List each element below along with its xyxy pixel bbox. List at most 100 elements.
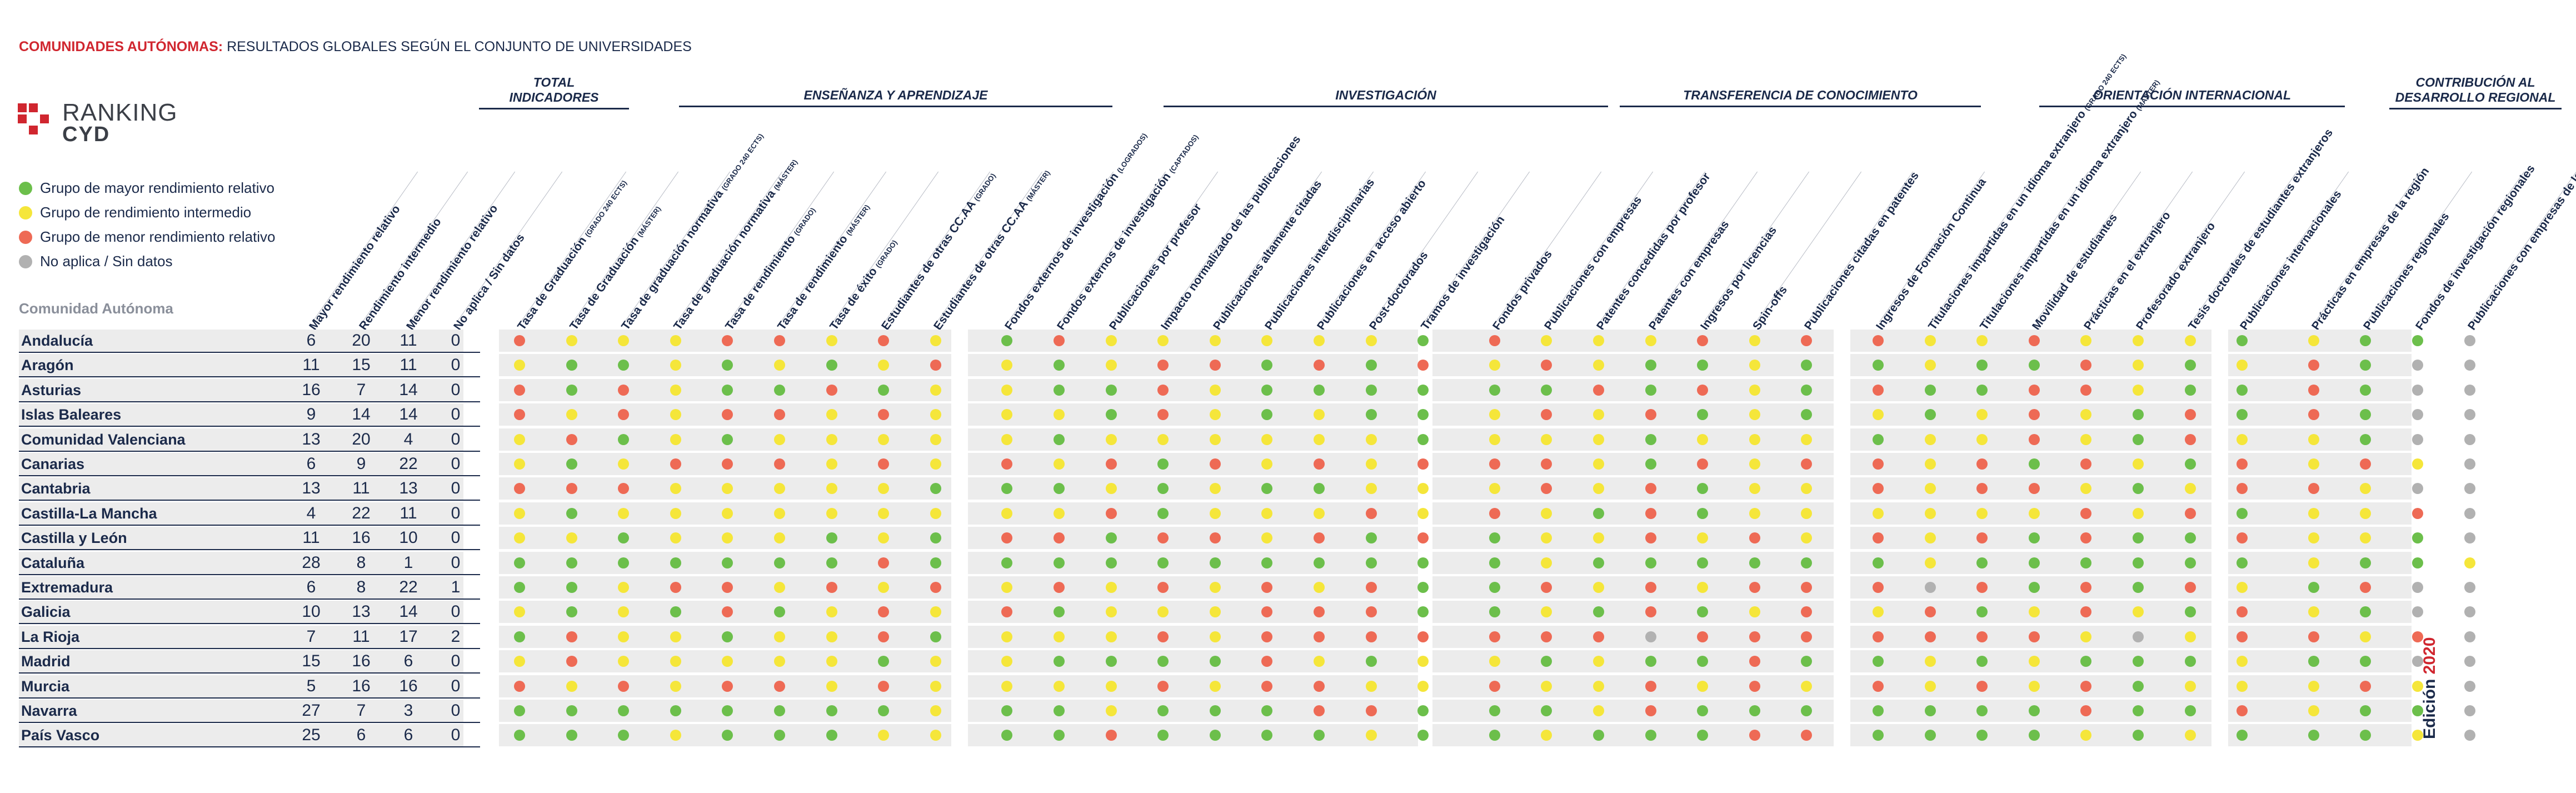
indicator-dot <box>1593 705 1604 716</box>
indicator-dot <box>1489 483 1500 495</box>
indicator-dot <box>1417 360 1429 371</box>
indicator-dot <box>2184 458 2196 470</box>
indicator-dot <box>774 705 785 716</box>
indicator-dot <box>2464 409 2475 421</box>
total-count: 6 <box>403 726 413 745</box>
indicator-dot <box>930 335 941 346</box>
row-background <box>19 625 463 648</box>
indicator-dot <box>2360 730 2372 741</box>
indicator-dot <box>618 631 630 642</box>
indicator-dot <box>930 360 941 371</box>
indicator-dot <box>1054 582 1065 593</box>
row-background <box>2228 625 2412 648</box>
indicator-dot <box>1749 656 1760 667</box>
indicator-dot <box>2464 606 2475 618</box>
indicator-dot <box>1749 433 1760 445</box>
total-count: 1 <box>451 578 461 596</box>
indicator-dot <box>514 483 525 495</box>
indicator-dot <box>1873 335 1884 346</box>
indicator-dot <box>1924 433 1936 445</box>
indicator-dot <box>2133 532 2144 544</box>
indicator-dot <box>1314 730 1325 741</box>
indicator-dot <box>2464 384 2475 396</box>
indicator-dot <box>1749 730 1760 741</box>
indicator-dot <box>2464 680 2475 692</box>
header-label: Publicaciones por profesor <box>1106 201 1204 333</box>
indicator-dot <box>2028 606 2040 618</box>
row-background <box>968 502 1418 525</box>
indicator-dot <box>1593 360 1604 371</box>
indicator-dot <box>1541 507 1552 519</box>
indicator-dot <box>774 532 785 544</box>
total-count: 0 <box>451 528 461 547</box>
indicator-dot <box>1489 730 1500 741</box>
indicator-dot <box>514 458 525 470</box>
row-background <box>2228 502 2412 525</box>
indicator-group-header: ENSEÑANZA Y APRENDIZAJE <box>679 88 1112 107</box>
region-name: Andalucía <box>21 332 93 349</box>
header-label: Tramos de investigación <box>1419 213 1507 333</box>
indicator-dot <box>2412 730 2423 741</box>
indicator-group-header: INVESTIGACIÓN <box>1164 88 1608 107</box>
indicator-dot <box>2080 335 2092 346</box>
indicator-dot <box>2184 433 2196 445</box>
indicator-dot <box>774 409 785 421</box>
indicator-dot <box>2360 360 2372 371</box>
indicator-dot <box>1976 384 1988 396</box>
region-name: Asturias <box>21 381 82 398</box>
indicator-dot <box>2412 433 2423 445</box>
indicator-dot <box>774 557 785 568</box>
row-background <box>19 453 463 475</box>
indicator-dot <box>1541 384 1552 396</box>
indicator-dot <box>1801 582 1813 593</box>
header-label-qualifier: (MÁSTER) <box>635 205 662 239</box>
indicator-dot <box>618 360 630 371</box>
indicator-dot <box>2412 458 2423 470</box>
indicator-dot <box>1749 582 1760 593</box>
indicator-dot <box>1365 532 1377 544</box>
indicator-dot <box>1801 384 1813 396</box>
indicator-dot <box>1054 507 1065 519</box>
indicator-dot <box>1001 483 1013 495</box>
indicator-dot <box>1417 680 1429 692</box>
indicator-dot <box>2464 730 2475 741</box>
row-divider <box>19 722 480 723</box>
indicator-dot <box>2308 631 2319 642</box>
total-count: 0 <box>451 726 461 745</box>
indicator-dot <box>2236 458 2248 470</box>
total-count: 11 <box>352 627 370 646</box>
indicator-dot <box>1105 483 1117 495</box>
indicator-dot <box>1645 557 1656 568</box>
indicator-dot <box>1645 433 1656 445</box>
indicator-dot <box>2236 656 2248 667</box>
indicator-dot <box>2412 384 2423 396</box>
indicator-dot <box>1873 483 1884 495</box>
row-background <box>19 601 463 624</box>
indicator-dot <box>1924 483 1936 495</box>
indicator-dot <box>1105 335 1117 346</box>
indicator-dot <box>878 409 890 421</box>
indicator-dot <box>878 532 890 544</box>
indicator-dot <box>1976 582 1988 593</box>
indicator-dot <box>1645 582 1656 593</box>
indicator-dot <box>618 557 630 568</box>
indicator-dot <box>1541 557 1552 568</box>
total-count: 11 <box>352 479 370 498</box>
indicator-dot <box>2080 606 2092 618</box>
total-count: 11 <box>302 528 320 547</box>
indicator-dot <box>722 606 733 618</box>
indicator-dot <box>774 582 785 593</box>
indicator-dot <box>2236 730 2248 741</box>
indicator-dot <box>618 409 630 421</box>
indicator-dot <box>1417 384 1429 396</box>
indicator-dot <box>2464 360 2475 371</box>
indicator-dot <box>1976 507 1988 519</box>
row-background <box>968 601 1418 624</box>
indicator-dot <box>2028 705 2040 716</box>
indicator-dot <box>1645 730 1656 741</box>
total-count: 14 <box>399 405 418 424</box>
indicator-dot <box>1924 606 1936 618</box>
indicator-dot <box>2184 730 2196 741</box>
indicator-dot <box>1001 433 1013 445</box>
edition-text: Edición <box>2420 674 2439 739</box>
